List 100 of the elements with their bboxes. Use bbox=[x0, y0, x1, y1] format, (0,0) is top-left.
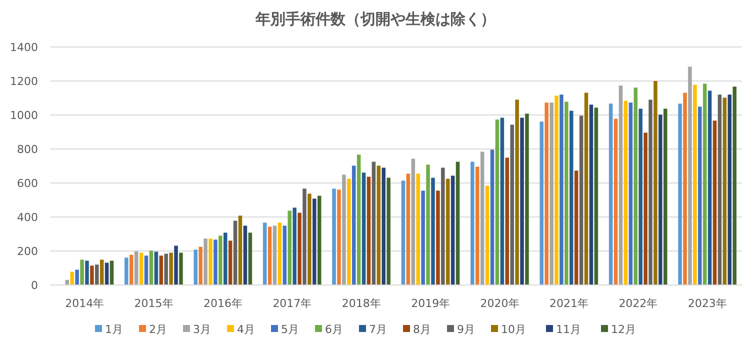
bar bbox=[75, 270, 79, 285]
legend-label: 8月 bbox=[413, 323, 431, 336]
bar bbox=[515, 100, 519, 285]
bar bbox=[278, 222, 282, 285]
bar bbox=[450, 176, 455, 285]
bar bbox=[174, 246, 178, 285]
bar bbox=[570, 110, 574, 285]
bar bbox=[90, 266, 94, 285]
bar bbox=[683, 92, 687, 285]
bar bbox=[436, 190, 440, 285]
bar bbox=[302, 188, 306, 285]
bar bbox=[732, 86, 736, 285]
bar bbox=[154, 252, 158, 285]
bar bbox=[401, 180, 406, 285]
bar bbox=[495, 120, 500, 285]
bar bbox=[728, 94, 732, 285]
bar bbox=[480, 152, 484, 285]
bar bbox=[214, 240, 218, 285]
bar bbox=[248, 232, 252, 285]
bar bbox=[564, 102, 568, 285]
bar bbox=[589, 104, 594, 285]
bar bbox=[366, 176, 371, 285]
bar bbox=[544, 102, 548, 285]
bar bbox=[594, 108, 598, 285]
bar bbox=[272, 226, 277, 285]
x-tick-label: 2020年 bbox=[480, 297, 520, 310]
y-tick-label: 1000 bbox=[10, 109, 38, 122]
bar bbox=[356, 154, 361, 285]
bar bbox=[308, 194, 312, 285]
bar bbox=[70, 272, 74, 285]
x-tick-label: 2023年 bbox=[688, 297, 727, 310]
bar bbox=[268, 226, 272, 285]
legend-label: 11月 bbox=[556, 323, 581, 336]
bar bbox=[282, 226, 287, 285]
bar bbox=[500, 118, 504, 285]
bar bbox=[550, 102, 554, 285]
bar bbox=[456, 162, 460, 285]
bar bbox=[560, 94, 564, 285]
bar bbox=[634, 88, 638, 285]
y-tick-label: 0 bbox=[31, 279, 38, 292]
bar bbox=[520, 118, 524, 285]
y-tick-label: 1400 bbox=[10, 41, 38, 54]
y-tick-label: 600 bbox=[17, 177, 38, 190]
bar bbox=[693, 84, 697, 285]
bar bbox=[618, 86, 623, 285]
x-tick-label: 2016年 bbox=[204, 297, 242, 310]
bar bbox=[164, 254, 168, 285]
bar bbox=[352, 166, 356, 285]
bar bbox=[624, 100, 628, 285]
bar bbox=[194, 250, 198, 285]
bar bbox=[485, 186, 490, 285]
legend-label: 6月 bbox=[325, 323, 343, 336]
bar bbox=[288, 210, 292, 285]
bar bbox=[85, 260, 89, 285]
x-tick-label: 2019年 bbox=[411, 297, 450, 310]
bar bbox=[712, 120, 717, 285]
bar bbox=[658, 114, 662, 285]
legend-label: 4月 bbox=[237, 323, 255, 336]
bar bbox=[722, 98, 727, 285]
bar bbox=[654, 81, 658, 285]
bar bbox=[406, 174, 410, 285]
bar bbox=[110, 260, 114, 285]
bar bbox=[243, 226, 248, 285]
bar bbox=[411, 158, 416, 285]
x-tick-label: 2021年 bbox=[550, 297, 588, 310]
bar bbox=[584, 92, 588, 285]
bar bbox=[292, 208, 296, 285]
bar bbox=[510, 124, 514, 285]
bar bbox=[678, 104, 682, 285]
bar bbox=[698, 106, 702, 285]
bar bbox=[386, 178, 390, 285]
bar bbox=[702, 84, 707, 285]
bar bbox=[80, 260, 84, 285]
chart-title: 年別手術件数（切開や生検は除く） bbox=[254, 10, 496, 28]
bar bbox=[608, 104, 613, 285]
legend-label: 10月 bbox=[501, 323, 526, 336]
bar bbox=[104, 262, 109, 285]
bar bbox=[317, 196, 322, 285]
bar bbox=[262, 222, 267, 285]
bar bbox=[134, 251, 138, 285]
y-tick-label: 200 bbox=[17, 245, 38, 258]
bar bbox=[332, 188, 336, 285]
bar bbox=[100, 260, 104, 285]
legend-label: 2月 bbox=[149, 323, 167, 336]
bar bbox=[362, 172, 366, 285]
bar bbox=[298, 212, 302, 285]
bar bbox=[421, 190, 425, 285]
y-tick-label: 400 bbox=[17, 211, 38, 224]
bar bbox=[233, 220, 238, 285]
x-tick-label: 2017年 bbox=[272, 297, 312, 310]
x-tick-label: 2022年 bbox=[618, 297, 658, 310]
bar bbox=[208, 238, 212, 285]
bar bbox=[540, 122, 544, 285]
bar bbox=[476, 166, 480, 285]
y-tick-label: 800 bbox=[17, 143, 38, 156]
bar bbox=[144, 256, 148, 285]
legend-label: 7月 bbox=[369, 323, 387, 336]
bar bbox=[470, 162, 474, 285]
bar bbox=[238, 216, 242, 285]
bar bbox=[337, 190, 341, 285]
